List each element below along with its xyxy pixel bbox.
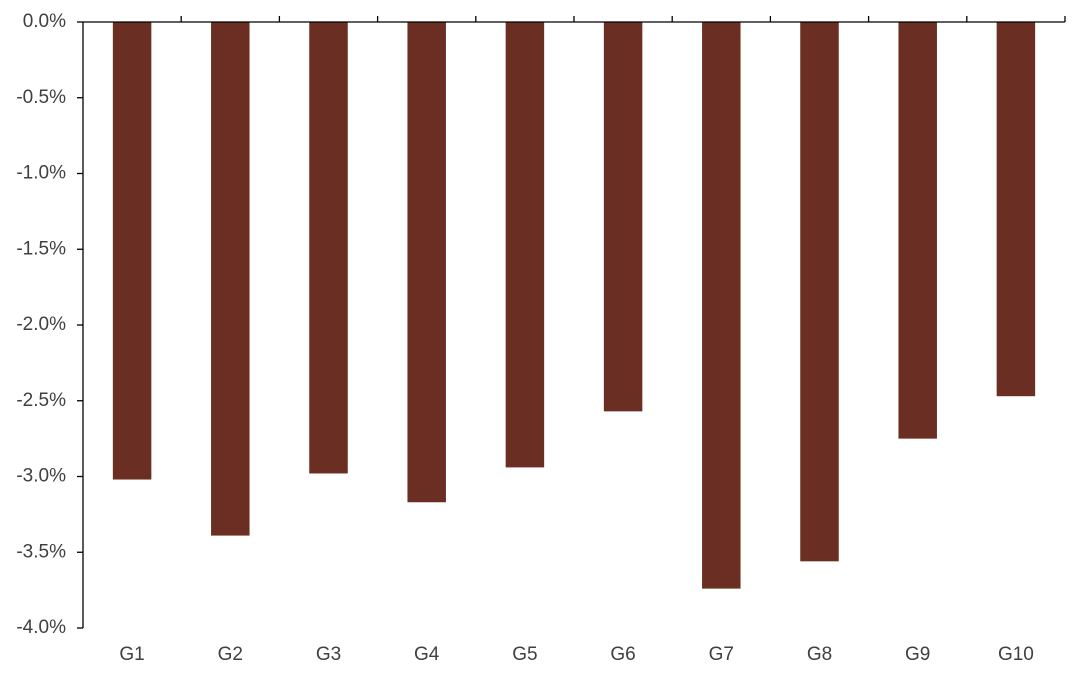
bar — [702, 22, 741, 589]
y-tick-label: -2.5% — [16, 390, 66, 411]
bar — [309, 22, 348, 474]
y-tick-label: -1.0% — [16, 163, 66, 184]
y-tick-label: -3.5% — [16, 541, 66, 562]
bar — [996, 22, 1036, 397]
bar — [898, 22, 937, 439]
x-tick-label: G5 — [512, 644, 537, 665]
x-tick-label: G1 — [119, 644, 144, 665]
y-tick-label: -2.0% — [16, 314, 66, 335]
x-tick-label: G2 — [218, 644, 243, 665]
y-tick-label: -3.0% — [16, 466, 66, 487]
x-tick-label: G4 — [414, 644, 440, 665]
x-tick-label: G10 — [998, 644, 1034, 665]
x-tick-label: G9 — [905, 644, 930, 665]
x-tick-label: G6 — [610, 644, 635, 665]
bar — [407, 22, 446, 503]
y-tick-label: 0.0% — [23, 11, 66, 32]
bar — [603, 22, 643, 412]
bar — [505, 22, 545, 468]
bar — [211, 22, 250, 536]
y-tick-label: -1.5% — [16, 238, 66, 259]
y-tick-label: -4.0% — [16, 617, 66, 638]
x-tick-label: G7 — [709, 644, 734, 665]
x-tick-label: G3 — [316, 644, 341, 665]
y-tick-label: -0.5% — [16, 87, 66, 108]
x-tick-label: G8 — [807, 644, 832, 665]
bar — [800, 22, 839, 562]
bar — [112, 22, 152, 480]
